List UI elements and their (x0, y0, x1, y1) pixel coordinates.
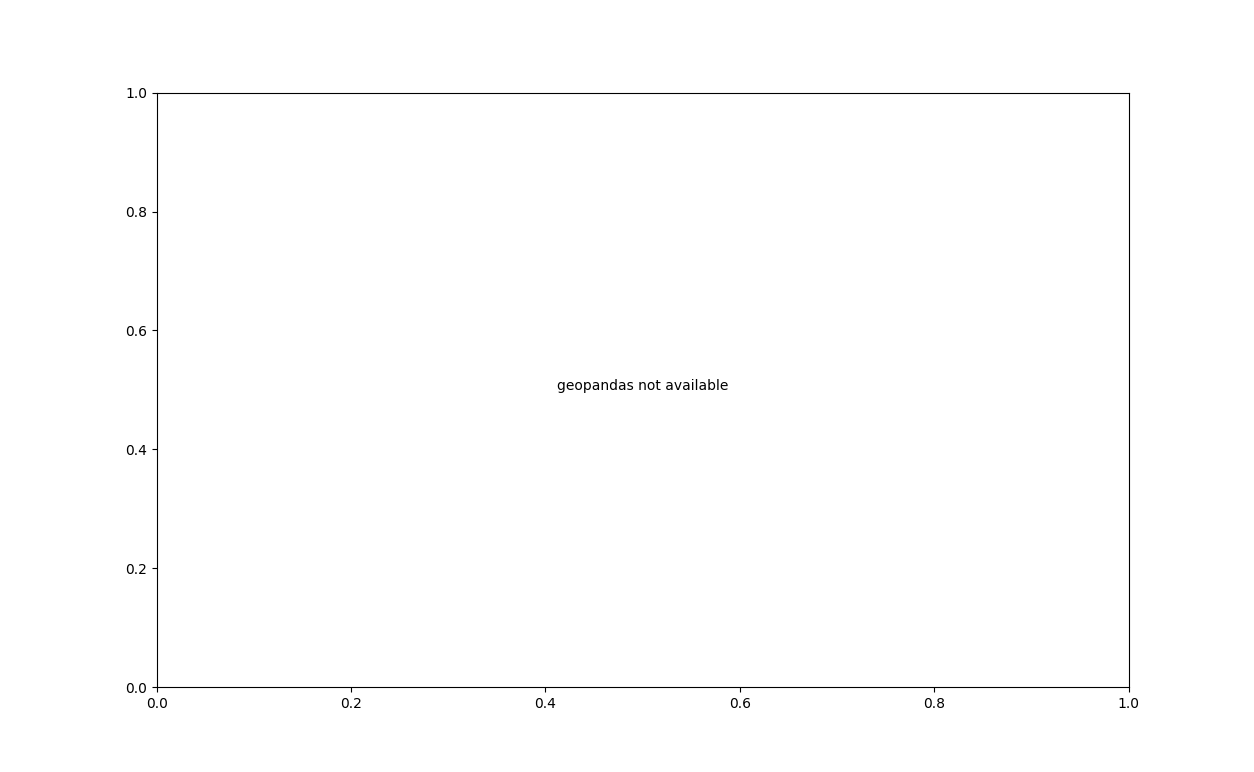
Text: geopandas not available: geopandas not available (557, 379, 729, 393)
